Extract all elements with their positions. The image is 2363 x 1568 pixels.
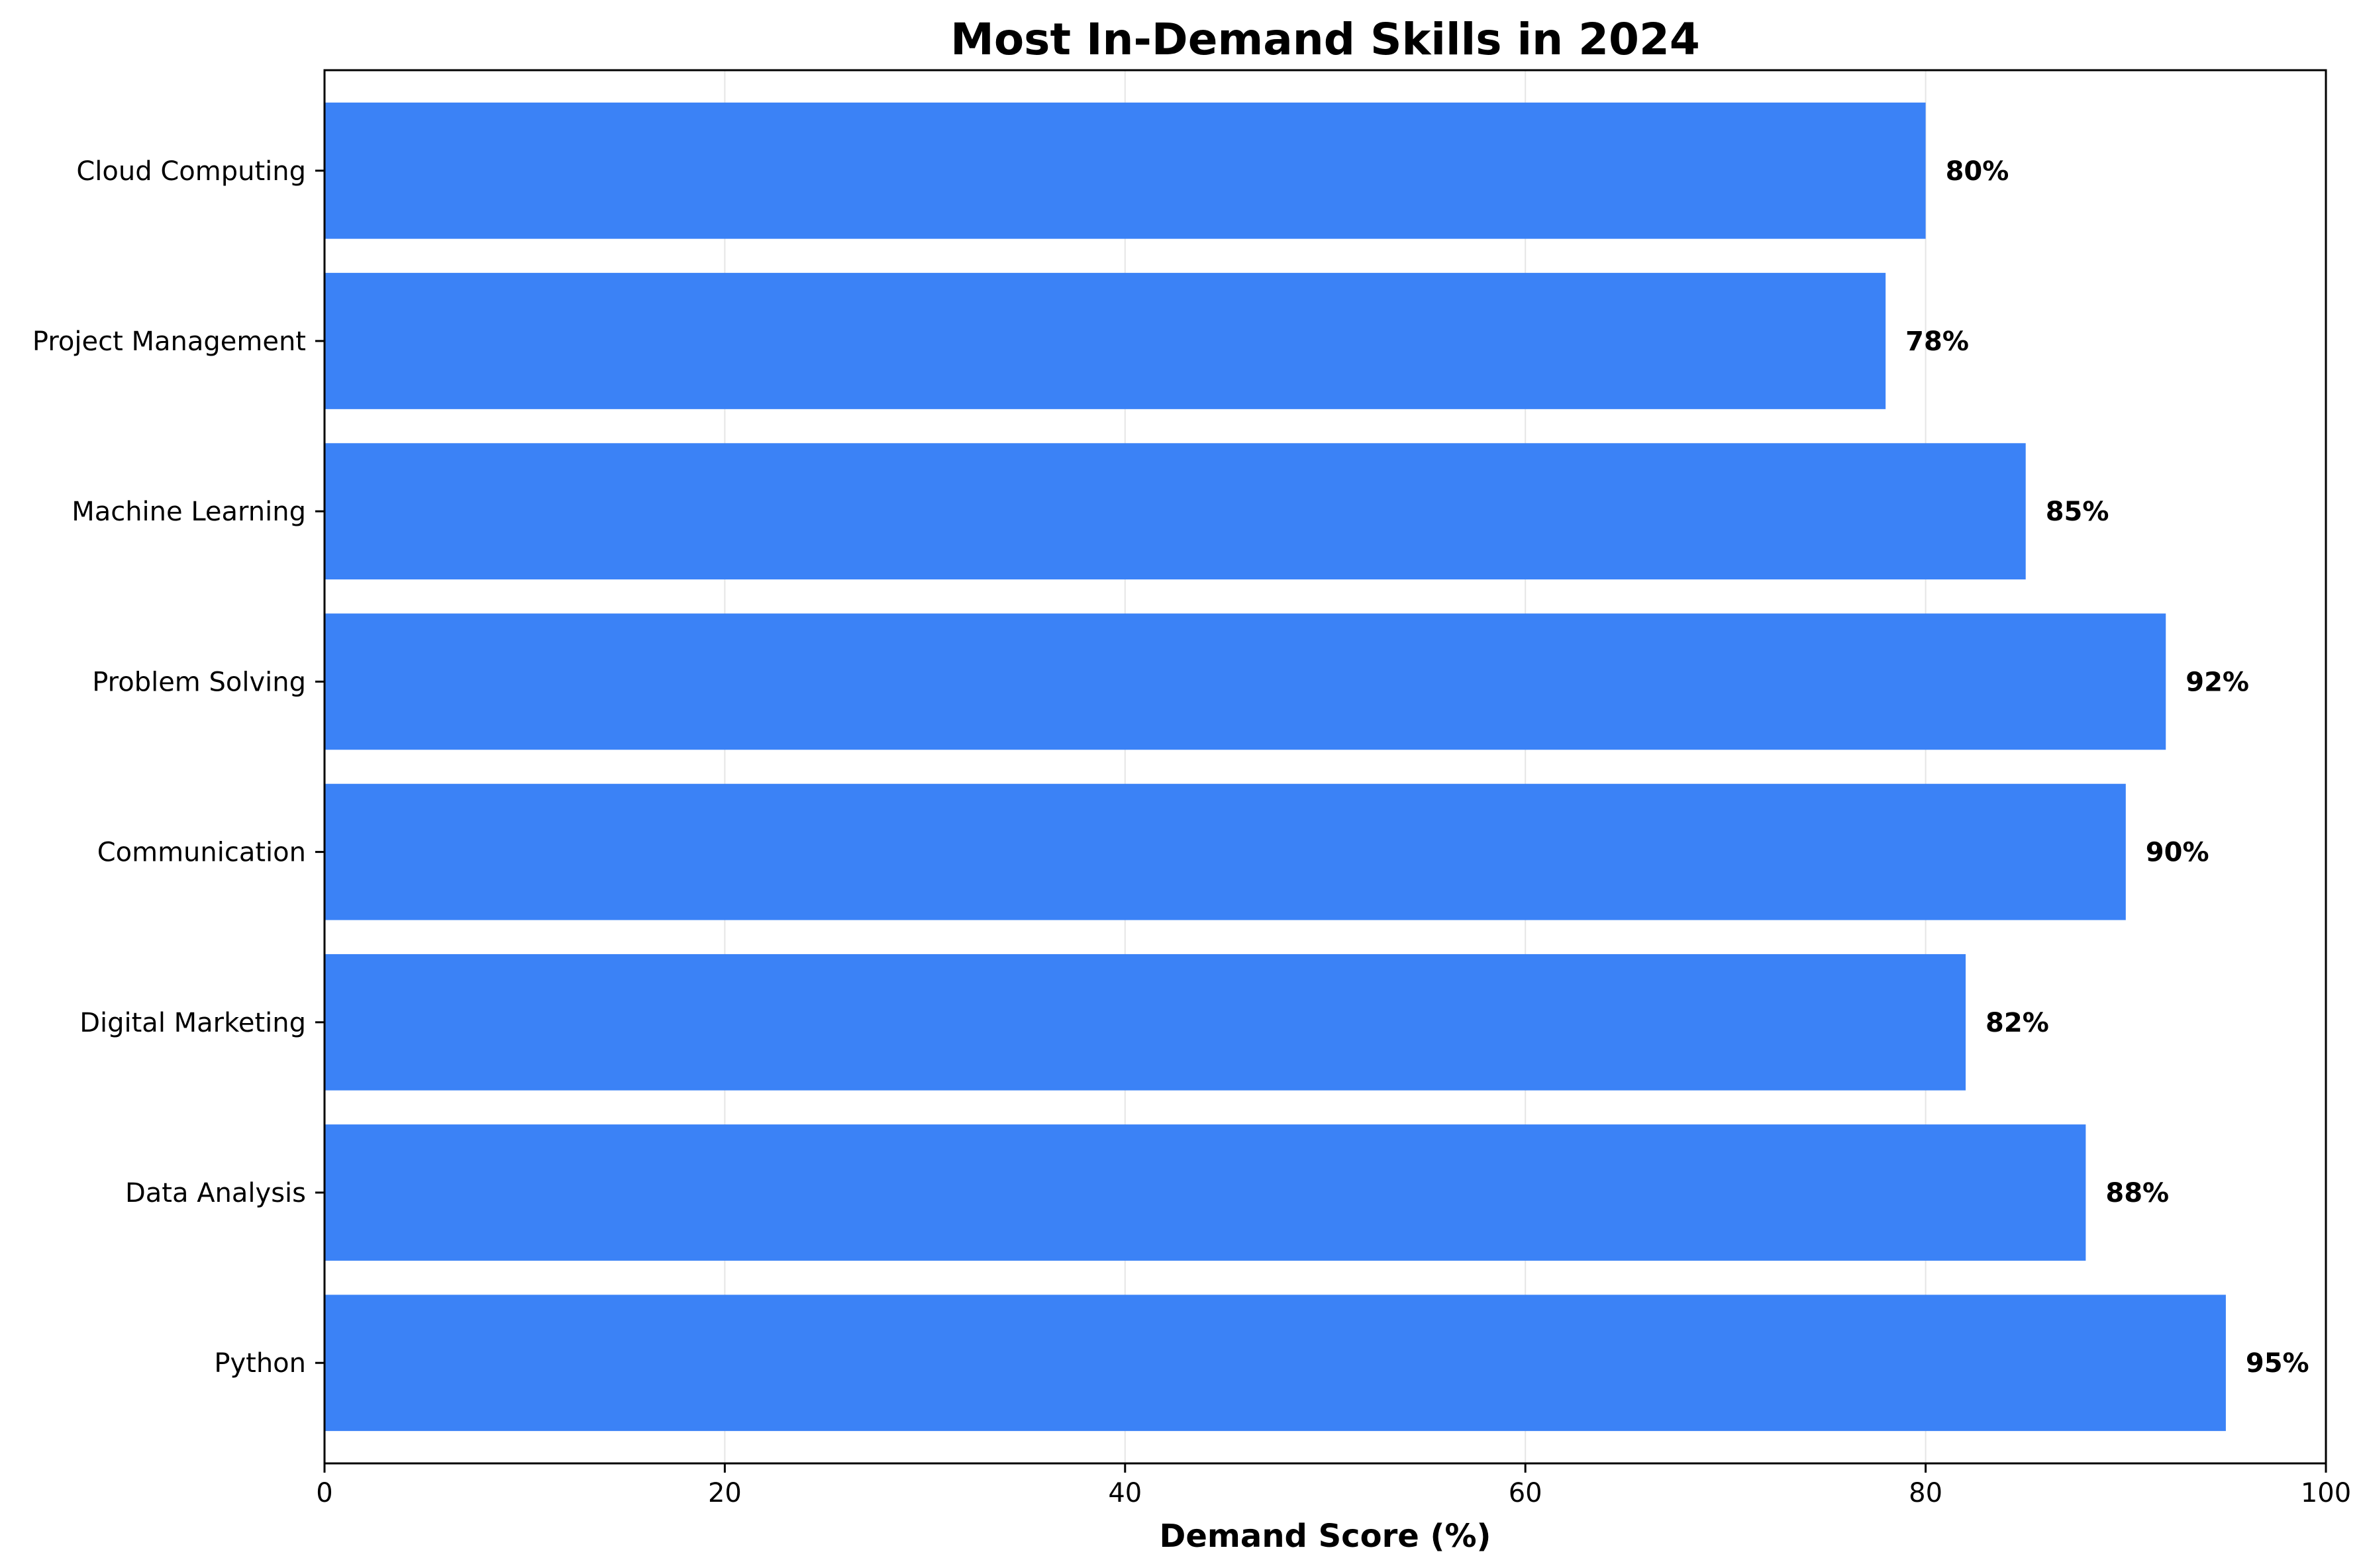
bars: 95% 88% 82% 90% 92% 85% 78% 80% [325, 102, 2309, 1432]
y-tick-label-project-management: Project Management [32, 326, 306, 357]
bar-cloud-computing [325, 102, 1926, 239]
y-tick-label-problem-solving: Problem Solving [92, 667, 306, 697]
chart-title: Most In-Demand Skills in 2024 [950, 14, 1700, 65]
data-label-project-management: 78% [1905, 326, 1969, 357]
bar-communication [325, 783, 2126, 920]
y-tick-label-machine-learning: Machine Learning [72, 497, 306, 527]
x-axis-label: Demand Score (%) [1160, 1518, 1491, 1555]
y-tick-label-python: Python [214, 1348, 306, 1379]
data-label-digital-marketing: 82% [1986, 1008, 2049, 1038]
data-label-communication: 90% [2146, 838, 2209, 868]
bar-data-analysis [325, 1124, 2086, 1261]
x-tick-label-100: 100 [2301, 1478, 2351, 1508]
y-tick-label-communication: Communication [97, 838, 306, 868]
data-label-problem-solving: 92% [2186, 667, 2249, 697]
bar-project-management [325, 273, 1886, 409]
axes: 0 20 40 60 80 100 Python Data Analysis Digital M… [32, 156, 2351, 1508]
x-tick-label-80: 80 [1909, 1478, 1942, 1508]
x-tick-label-60: 60 [1509, 1478, 1542, 1508]
bar-digital-marketing [325, 954, 1966, 1091]
bar-problem-solving [325, 613, 2166, 750]
plot-area-frame [323, 69, 2327, 1465]
data-label-data-analysis: 88% [2105, 1178, 2169, 1208]
y-tick-label-cloud-computing: Cloud Computing [76, 156, 306, 187]
bar-machine-learning [325, 443, 2026, 580]
data-label-machine-learning: 85% [2046, 497, 2109, 527]
bar-python [325, 1295, 2226, 1432]
x-tick-label-20: 20 [708, 1478, 742, 1508]
x-tick-label-40: 40 [1108, 1478, 1142, 1508]
data-label-cloud-computing: 80% [1946, 156, 2009, 187]
x-tick-label-0: 0 [316, 1478, 332, 1508]
y-tick-label-data-analysis: Data Analysis [125, 1178, 306, 1208]
data-label-python: 95% [2246, 1348, 2309, 1379]
y-tick-label-digital-marketing: Digital Marketing [79, 1008, 306, 1038]
